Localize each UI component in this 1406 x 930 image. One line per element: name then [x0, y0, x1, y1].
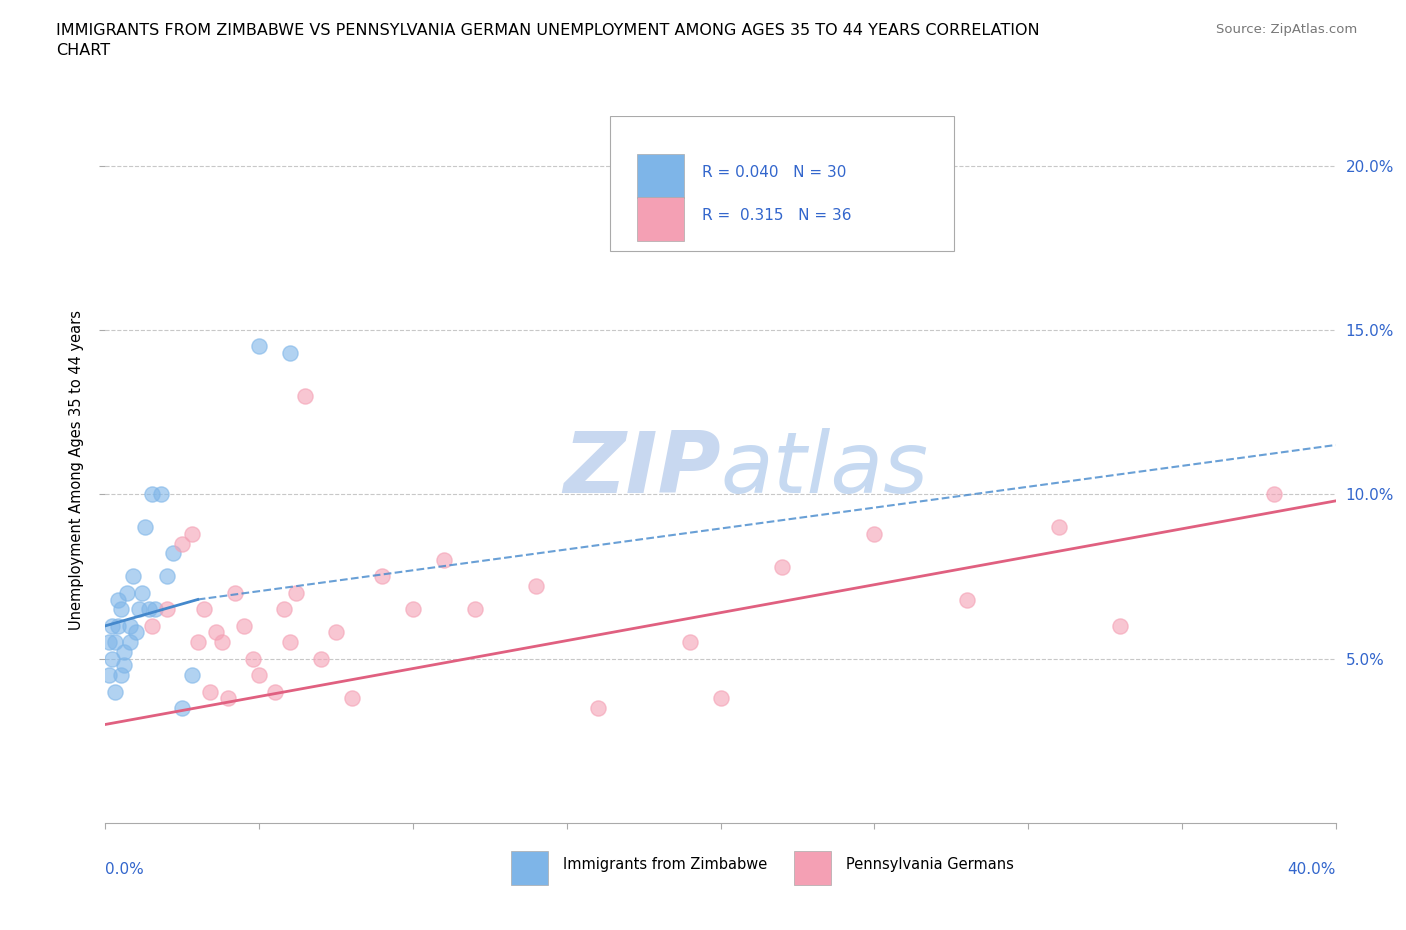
Point [120, 618, 141, 633]
Point [198, 684, 221, 699]
FancyBboxPatch shape [512, 851, 548, 884]
Point [162, 546, 184, 561]
Point [1047, 520, 1070, 535]
Point [115, 586, 138, 601]
Point [141, 487, 163, 502]
Point [710, 691, 733, 706]
Point [218, 691, 240, 706]
Point [956, 592, 979, 607]
Point [1109, 618, 1132, 633]
Point [143, 602, 166, 617]
Point [278, 635, 301, 650]
Point [110, 602, 132, 617]
Point [97, 635, 120, 650]
FancyBboxPatch shape [637, 197, 683, 241]
Point [433, 552, 456, 567]
Point [211, 635, 233, 650]
Point [193, 602, 215, 617]
Point [107, 618, 129, 633]
Point [125, 625, 148, 640]
Text: IMMIGRANTS FROM ZIMBABWE VS PENNSYLVANIA GERMAN UNEMPLOYMENT AMONG AGES 35 TO 44: IMMIGRANTS FROM ZIMBABWE VS PENNSYLVANIA… [56, 23, 1040, 58]
Point [97, 668, 120, 683]
Point [149, 487, 172, 502]
Point [402, 602, 425, 617]
Text: Pennsylvania Germans: Pennsylvania Germans [846, 857, 1014, 871]
Y-axis label: Unemployment Among Ages 35 to 44 years: Unemployment Among Ages 35 to 44 years [69, 310, 84, 630]
FancyBboxPatch shape [637, 154, 683, 198]
Point [128, 602, 150, 617]
Point [278, 346, 301, 361]
Point [104, 684, 127, 699]
Point [110, 668, 132, 683]
Point [524, 578, 547, 593]
Point [156, 569, 179, 584]
Point [224, 586, 246, 601]
Text: R =  0.315   N = 36: R = 0.315 N = 36 [702, 207, 852, 222]
Point [112, 644, 135, 659]
Point [107, 592, 129, 607]
Point [1263, 487, 1285, 502]
Point [273, 602, 295, 617]
FancyBboxPatch shape [610, 116, 955, 250]
Point [112, 658, 135, 672]
Text: 40.0%: 40.0% [1288, 862, 1336, 877]
Text: Source: ZipAtlas.com: Source: ZipAtlas.com [1216, 23, 1357, 36]
Point [325, 625, 347, 640]
Point [187, 635, 209, 650]
Point [309, 651, 332, 666]
Point [263, 684, 285, 699]
Text: Immigrants from Zimbabwe: Immigrants from Zimbabwe [564, 857, 768, 871]
Point [294, 388, 316, 403]
Point [180, 668, 202, 683]
FancyBboxPatch shape [794, 851, 831, 884]
Point [205, 625, 228, 640]
Point [247, 339, 270, 353]
Point [242, 651, 264, 666]
Point [679, 635, 702, 650]
Point [586, 700, 609, 715]
Point [285, 586, 308, 601]
Point [172, 537, 194, 551]
Text: atlas: atlas [721, 428, 928, 512]
Point [863, 526, 886, 541]
Point [156, 602, 179, 617]
Point [464, 602, 486, 617]
Point [122, 569, 145, 584]
Point [340, 691, 363, 706]
Point [120, 635, 141, 650]
Point [141, 618, 163, 633]
Point [100, 651, 122, 666]
Text: 0.0%: 0.0% [105, 862, 145, 877]
Point [134, 520, 156, 535]
Point [770, 559, 793, 574]
Point [180, 526, 202, 541]
Text: R = 0.040   N = 30: R = 0.040 N = 30 [702, 166, 846, 180]
Text: ZIP: ZIP [562, 428, 721, 512]
Point [104, 635, 127, 650]
Point [138, 602, 160, 617]
Point [172, 700, 194, 715]
Point [232, 618, 254, 633]
Point [371, 569, 394, 584]
Point [247, 668, 270, 683]
Point [100, 618, 122, 633]
Point [131, 586, 153, 601]
